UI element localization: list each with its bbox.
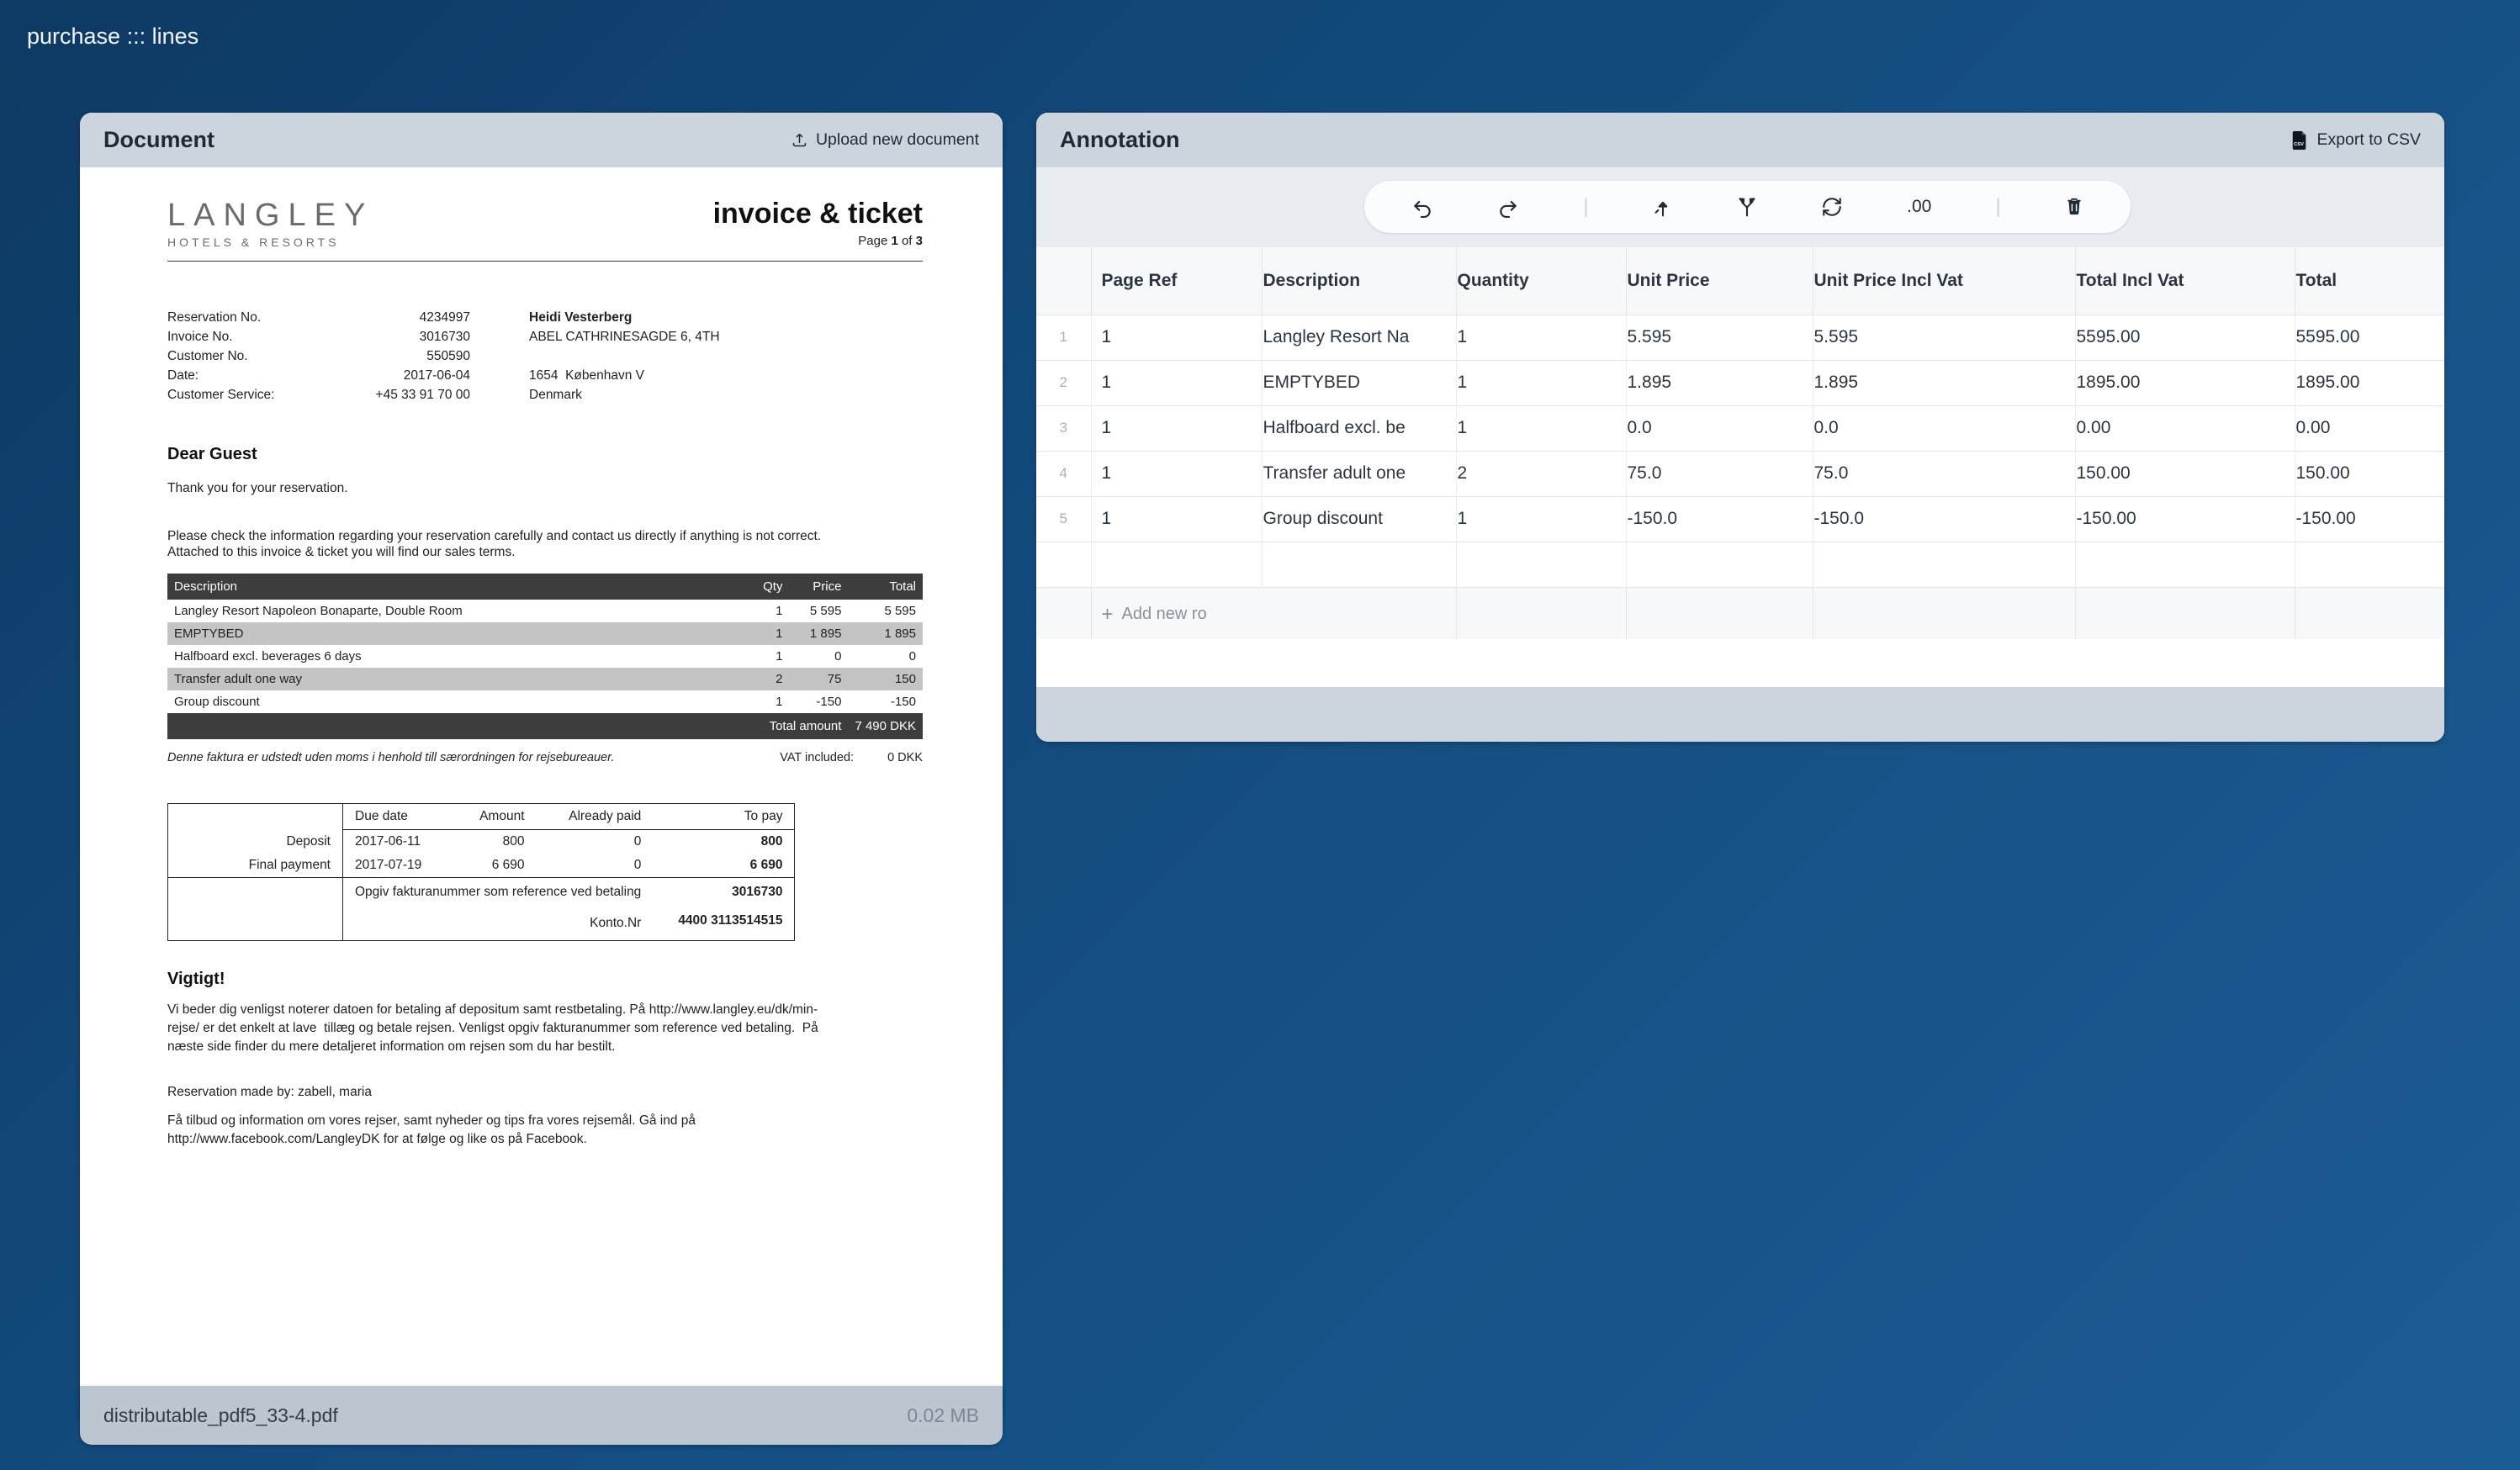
- svg-text:CSV: CSV: [2295, 141, 2305, 146]
